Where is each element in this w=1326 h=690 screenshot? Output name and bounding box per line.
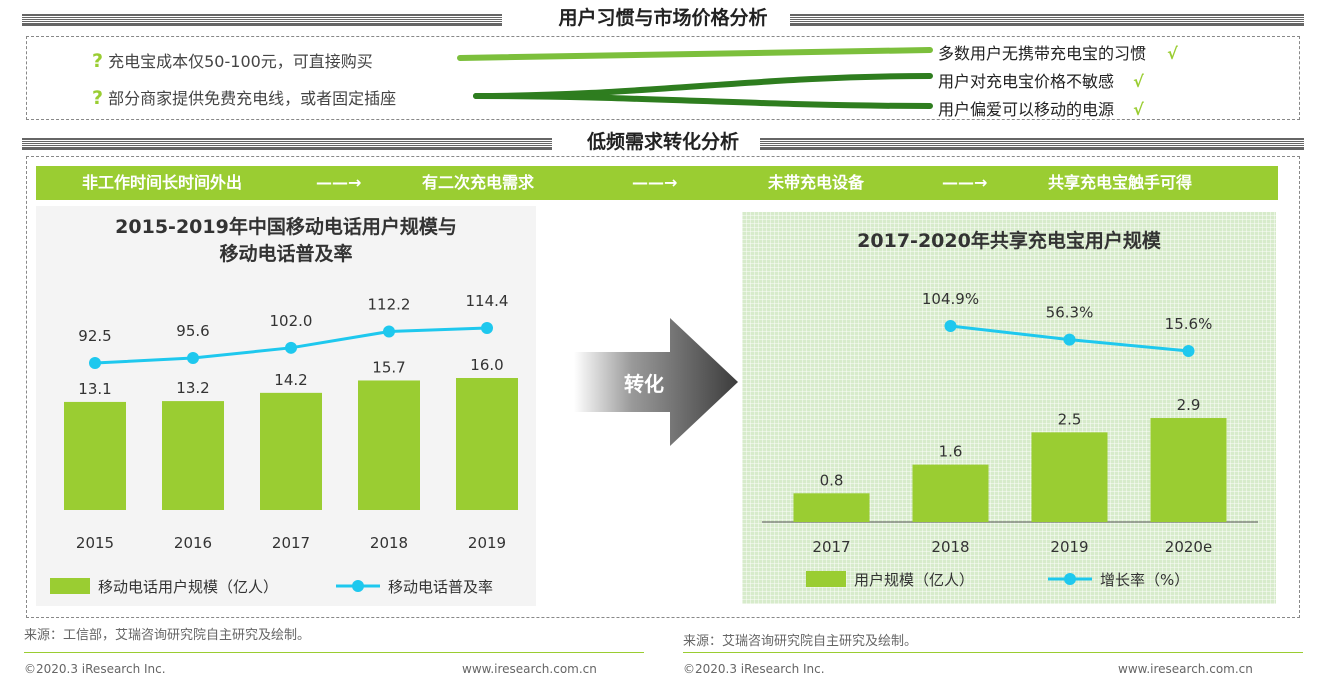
bar-value-label: 16.0 bbox=[470, 356, 503, 374]
line-value-label: 112.2 bbox=[368, 296, 411, 314]
bar-value-label: 15.7 bbox=[372, 358, 405, 376]
left-chart-title: 2015-2019年中国移动电话用户规模与 移动电话普及率 bbox=[46, 214, 526, 268]
bar bbox=[912, 464, 989, 522]
bar bbox=[1150, 418, 1227, 522]
line-point bbox=[1063, 333, 1076, 346]
bar-value-label: 13.2 bbox=[176, 379, 209, 397]
habit-left-text: 部分商家提供免费充电线，或者固定插座 bbox=[108, 89, 397, 108]
demand-flow-bar: 非工作时间长时间外出 ——→ 有二次充电需求 ——→ 未带充电设备 ——→ 共享… bbox=[36, 166, 1278, 200]
flow-step-3: 未带充电设备 bbox=[768, 173, 865, 192]
flow-arrow-icon: ——→ bbox=[632, 173, 678, 192]
right-chart-title: 2017-2020年共享充电宝用户规模 bbox=[857, 230, 1161, 252]
section-header-low-frequency: 低频需求转化分析 bbox=[0, 128, 1326, 156]
analysis-box bbox=[26, 156, 1300, 618]
bar bbox=[793, 493, 870, 522]
legend-bar-label: 移动电话用户规模（亿人） bbox=[98, 578, 278, 596]
bar-value-label: 14.2 bbox=[274, 371, 307, 389]
url-left: www.iresearch.com.cn bbox=[462, 662, 597, 676]
right-chart-panel bbox=[742, 212, 1276, 604]
left-chart-svg: 13.1 2015 13.2 2016 14.2 2017 15.7 2018 16.0 2019… bbox=[50, 292, 518, 596]
bar-value-label: 2.5 bbox=[1058, 410, 1082, 428]
section-title: 低频需求转化分析 bbox=[572, 131, 753, 153]
line-point bbox=[89, 357, 101, 369]
line-point bbox=[187, 352, 199, 365]
check-icon: √ bbox=[1167, 44, 1178, 63]
check-icon: √ bbox=[1133, 100, 1144, 119]
line-point bbox=[383, 325, 395, 338]
line-value-label: 102.0 bbox=[270, 312, 313, 330]
question-mark-icon: ? bbox=[92, 50, 104, 72]
line-point bbox=[944, 320, 957, 332]
habit-right-1: 多数用户无携带充电宝的习惯 √ bbox=[938, 40, 1178, 64]
x-tick-label: 2016 bbox=[174, 534, 212, 552]
line-value-label: 92.5 bbox=[78, 327, 111, 345]
flow-arrow-icon: ——→ bbox=[942, 173, 988, 192]
copyright-left: ©2020.3 iResearch Inc. bbox=[24, 662, 166, 676]
legend-line-label: 增长率（%） bbox=[1100, 571, 1189, 589]
source-left: 来源：工信部，艾瑞咨询研究院自主研究及绘制。 bbox=[24, 628, 311, 643]
flow-step-1: 非工作时间长时间外出 bbox=[82, 173, 243, 192]
line-point bbox=[285, 341, 297, 354]
bar-value-label: 2.9 bbox=[1177, 396, 1201, 414]
flow-step-4: 共享充电宝触手可得 bbox=[1048, 173, 1193, 192]
bar bbox=[260, 392, 322, 510]
x-tick-label: 2020e bbox=[1165, 538, 1212, 556]
bar-value-label: 0.8 bbox=[820, 471, 844, 489]
section-title: 用户习惯与市场价格分析 bbox=[544, 7, 782, 29]
x-tick-label: 2017 bbox=[812, 538, 850, 556]
line-value-label: 15.6% bbox=[1165, 315, 1213, 333]
source-right: 来源：艾瑞咨询研究院自主研究及绘制。 bbox=[683, 634, 918, 649]
x-tick-label: 2018 bbox=[370, 534, 408, 552]
habit-right-text: 多数用户无携带充电宝的习惯 bbox=[938, 44, 1147, 63]
left-chart-title-line-2: 移动电话普及率 bbox=[219, 243, 353, 265]
x-tick-label: 2018 bbox=[931, 538, 969, 556]
footer-divider-right bbox=[683, 652, 1303, 653]
legend-bar-swatch bbox=[806, 571, 846, 587]
legend-line-marker bbox=[352, 580, 364, 592]
line-point bbox=[1182, 345, 1195, 357]
line-value-label: 56.3% bbox=[1046, 304, 1094, 322]
bar bbox=[162, 401, 224, 510]
copyright-right: ©2020.3 iResearch Inc. bbox=[683, 662, 825, 676]
legend-line-label: 移动电话普及率 bbox=[388, 578, 493, 596]
flow-step-2: 有二次充电需求 bbox=[422, 173, 535, 192]
habit-left-2: ? 部分商家提供免费充电线，或者固定插座 bbox=[92, 85, 396, 109]
url-right: www.iresearch.com.cn bbox=[1118, 662, 1253, 676]
habit-left-text: 充电宝成本仅50-100元，可直接购买 bbox=[108, 52, 373, 71]
bar-value-label: 1.6 bbox=[939, 443, 963, 461]
left-chart-title-line-1: 2015-2019年中国移动电话用户规模与 bbox=[115, 216, 457, 238]
question-mark-icon: ? bbox=[92, 87, 104, 109]
x-tick-label: 2015 bbox=[76, 534, 114, 552]
line-value-label: 114.4 bbox=[466, 292, 509, 310]
habit-connector-lines bbox=[457, 47, 933, 109]
bar bbox=[64, 401, 126, 510]
habit-left-1: ? 充电宝成本仅50-100元，可直接购买 bbox=[92, 48, 373, 72]
check-icon: √ bbox=[1133, 72, 1144, 91]
transform-arrow-icon bbox=[574, 318, 738, 446]
bar-value-label: 13.1 bbox=[78, 380, 111, 398]
x-tick-label: 2019 bbox=[468, 534, 506, 552]
line-value-label: 95.6 bbox=[176, 322, 209, 340]
habit-right-text: 用户偏爱可以移动的电源 bbox=[938, 100, 1115, 119]
right-chart-svg: 0.8 2017 1.6 2018 2.5 2019 2.9 2020e 104.9% 56.3%… bbox=[762, 290, 1258, 589]
section-header-user-habits: 用户习惯与市场价格分析 bbox=[0, 4, 1326, 32]
bar bbox=[358, 380, 420, 510]
transform-label: 转化 bbox=[624, 372, 664, 396]
habit-right-3: 用户偏爱可以移动的电源 √ bbox=[938, 96, 1144, 120]
habit-right-text: 用户对充电宝价格不敏感 bbox=[938, 72, 1115, 91]
x-tick-label: 2017 bbox=[272, 534, 310, 552]
flow-arrow-icon: ——→ bbox=[316, 173, 362, 192]
line-point bbox=[481, 322, 493, 334]
habit-right-2: 用户对充电宝价格不敏感 √ bbox=[938, 68, 1144, 92]
legend-bar-swatch bbox=[50, 578, 90, 594]
line-value-label: 104.9% bbox=[922, 290, 979, 308]
x-tick-label: 2019 bbox=[1050, 538, 1088, 556]
footer-divider-left bbox=[24, 652, 644, 653]
habits-box bbox=[26, 36, 1300, 120]
bar bbox=[1031, 432, 1108, 522]
legend-bar-label: 用户规模（亿人） bbox=[854, 571, 974, 589]
bar bbox=[456, 378, 518, 510]
legend-line-marker bbox=[1064, 573, 1076, 585]
